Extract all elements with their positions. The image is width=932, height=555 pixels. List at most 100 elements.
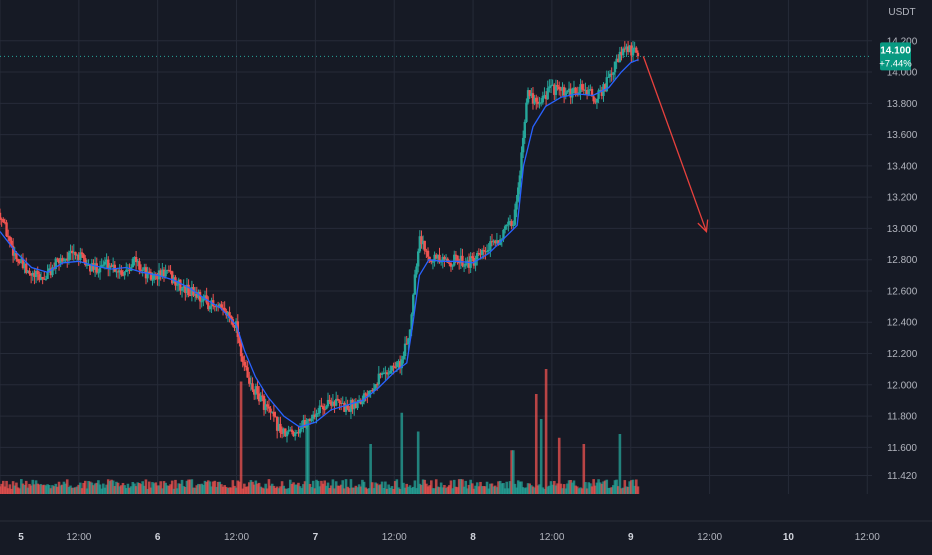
candle-body [11,245,15,256]
candle-body [533,97,536,104]
price-axis[interactable]: 14.200 14.000 13.800 13.600 13.400 13.200 13.0… [887,36,918,482]
candle-body [267,406,271,409]
candle-body [398,361,402,369]
volume-bar [316,480,320,494]
candle-body [74,251,77,256]
candle-body [16,259,20,262]
candle-body [43,278,46,280]
volume-bar [274,487,277,494]
candle-body [462,265,466,267]
volume-bar [293,484,297,494]
volume-bar [533,487,536,494]
candle-body [394,366,397,368]
volume-bar [356,487,359,494]
volume-bar [218,481,222,494]
volume-bar [38,484,41,494]
volume-bar [390,486,394,494]
time-tick-label: 9 [628,532,634,543]
volume-bar [566,483,569,494]
candle-body [456,255,459,262]
volume-bar [331,479,335,494]
candle-body [221,307,225,309]
time-tick-label: 12:00 [224,532,249,543]
candle-body [264,404,267,410]
volume-bar [39,484,43,494]
volume-bar [608,487,612,494]
candle-body [508,221,512,223]
candle-body [521,137,525,153]
volume-bar [603,480,607,494]
volume-bar [113,486,117,494]
candle-body [198,291,202,302]
volume-bar [0,483,3,494]
candle-body [166,269,169,271]
volume-bar [223,485,226,494]
candle-body [202,296,205,302]
ma-line [0,58,639,428]
volume-bar [34,480,38,494]
candle-body [56,258,59,260]
volume-bar [479,481,482,494]
candle-body [284,428,287,437]
candle-body [251,383,254,390]
candle-body [510,221,513,226]
volume-bar [54,483,58,494]
volume-bar [221,486,225,494]
volume-bar [98,484,102,494]
candle-body [336,398,340,401]
candle-body [220,304,223,308]
candle-body [517,187,520,202]
candle-body [289,429,292,431]
volume-bar [507,488,510,494]
candle-body [454,254,458,256]
candle-body [441,256,444,262]
volume-bar [461,479,464,494]
volume-bar [208,481,212,494]
candle-body [453,254,456,266]
candle-body [102,264,105,266]
volume-bar [49,488,53,494]
candle-body [451,265,454,267]
candle-body [620,51,623,56]
candle-body [354,401,358,409]
volume-bar [83,480,87,494]
volume-bar [297,482,300,494]
volume-bar [229,487,233,494]
volume-bar [571,482,574,494]
time-axis[interactable]: 5 12:00 6 12:00 7 12:00 8 12:00 9 12:00 10 12:00 [0,520,932,543]
arrow-shaft [642,56,708,232]
volume-bar [349,479,353,494]
candle-body [449,263,453,267]
candle-body [95,263,98,273]
candle-body [0,219,3,221]
volume-bar [280,481,284,494]
volume-bar [497,481,500,494]
candle-body [546,88,549,100]
volume-bar [451,488,454,494]
volume-bar [170,480,174,494]
candle-body [162,269,166,277]
volume-bar [179,483,182,494]
candle-body [605,77,608,92]
candle-body [225,310,228,316]
price-tick-label: 13.000 [887,224,918,235]
volume-bar [97,480,100,494]
candle-body [421,240,425,245]
candle-body [566,90,569,93]
candle-body [274,416,277,418]
volume-bar [264,483,267,494]
time-tick-label: 7 [313,532,319,543]
candle-body [321,406,325,410]
volume-bar [87,480,90,494]
volume-bar [290,483,294,494]
volume-bar [318,486,322,494]
candle-body [134,256,138,263]
volume-bar [285,488,289,494]
volume-bar [254,480,258,494]
candle-body [438,254,441,263]
candle-body [617,58,620,63]
candle-body [567,88,571,91]
volume-bar [333,488,336,494]
